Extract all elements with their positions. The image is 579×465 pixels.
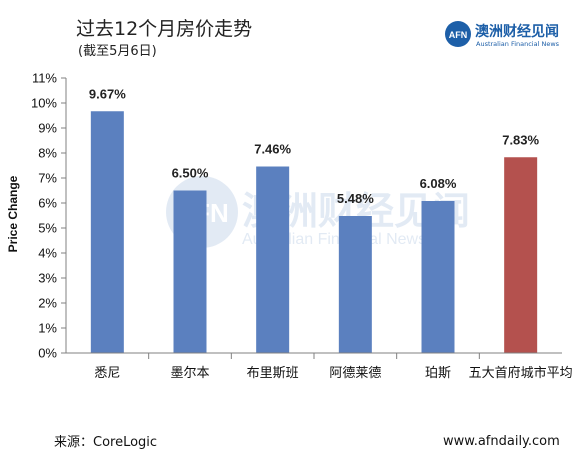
website-url[interactable]: www.afndaily.com xyxy=(443,434,560,449)
y-tick-label: 4% xyxy=(38,246,57,261)
x-tick-label: 布里斯班 xyxy=(247,366,299,381)
bar xyxy=(90,111,124,353)
x-tick-label: 阿德莱德 xyxy=(329,366,381,381)
data-label: 9.67% xyxy=(89,86,126,101)
y-tick-label: 10% xyxy=(31,96,57,111)
x-tick-label: 五大首府城市平均 xyxy=(469,365,573,381)
x-tick-label: 悉尼 xyxy=(94,366,120,381)
y-tick-label: 2% xyxy=(38,296,57,311)
y-tick-label: 6% xyxy=(38,196,57,211)
y-axis-ticks: 0% 1% 2% 3% 4% 5% 6% 7% 8% 9% 10% 11% xyxy=(31,71,66,361)
x-tick-label: 珀斯 xyxy=(425,366,451,381)
y-axis-label: Price Change xyxy=(6,175,20,252)
brand-logo: AFN 澳洲财经见闻 Australian Financial News xyxy=(444,20,574,50)
bar xyxy=(338,216,372,353)
y-tick-label: 7% xyxy=(38,171,57,186)
y-tick-label: 5% xyxy=(38,221,57,236)
bars: 9.67% 悉尼 6.50% 墨尔本 7.46% 布里斯班 5.48% 阿德莱德 6.08% 珀斯… xyxy=(89,86,573,381)
y-tick-label: 3% xyxy=(38,271,57,286)
source-note: 来源：CoreLogic xyxy=(54,435,158,450)
data-label: 6.50% xyxy=(172,166,209,181)
data-label: 7.83% xyxy=(502,132,539,147)
data-label: 5.48% xyxy=(337,191,374,206)
x-tick-label: 墨尔本 xyxy=(170,366,209,381)
bar xyxy=(504,157,538,353)
y-tick-label: 8% xyxy=(38,146,57,161)
data-label: 7.46% xyxy=(254,142,291,157)
y-tick-label: 11% xyxy=(32,71,57,86)
bar xyxy=(421,201,455,353)
brand-name-en: Australian Financial News xyxy=(476,40,560,48)
y-tick-label: 9% xyxy=(38,121,57,136)
brand-name-cn: 澳洲财经见闻 xyxy=(475,24,559,40)
bar xyxy=(256,166,290,353)
y-tick-label: 0% xyxy=(38,346,57,361)
afn-logo-icon: AFN xyxy=(445,21,471,47)
bar xyxy=(173,190,207,353)
brand-logo-text: AFN xyxy=(449,30,468,40)
data-label: 6.08% xyxy=(420,176,457,191)
chart-subtitle: (截至5月6日) xyxy=(78,44,157,59)
chart-title: 过去12个月房价走势 xyxy=(76,18,253,40)
axes xyxy=(65,78,562,354)
y-tick-label: 1% xyxy=(38,321,57,336)
